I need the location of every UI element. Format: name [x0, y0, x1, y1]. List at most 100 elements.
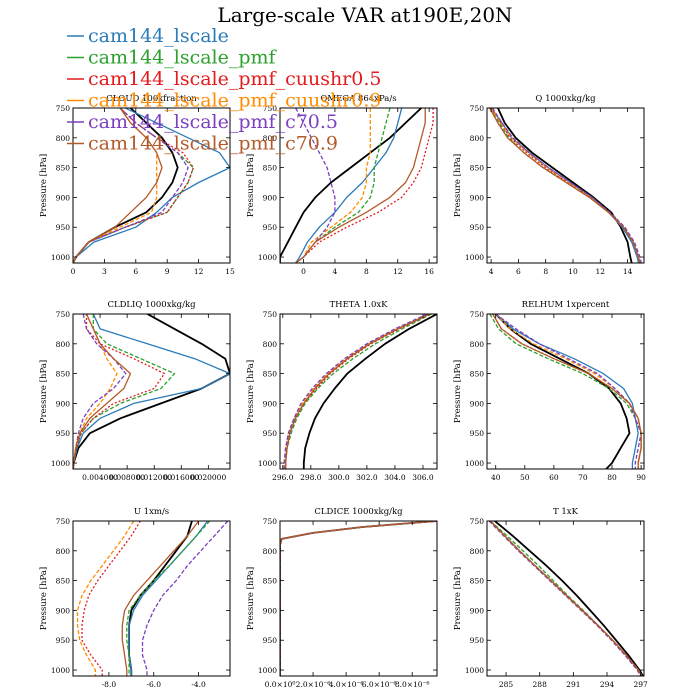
- y-tick-label: 1000: [51, 459, 70, 468]
- y-tick-label: 850: [56, 164, 71, 173]
- y-axis-label: Pressure [hPa]: [246, 154, 256, 217]
- y-tick-label: 1000: [51, 666, 70, 675]
- y-tick-label: 1000: [258, 666, 277, 675]
- y-tick-label: 900: [470, 193, 485, 202]
- series-line-cam144-lscale-pmf: [126, 521, 211, 676]
- x-tick-label: 304.0: [384, 473, 406, 482]
- x-tick-label: 302.0: [356, 473, 378, 482]
- y-tick-label: 950: [263, 636, 278, 645]
- plot-frame: [279, 520, 438, 677]
- series-line-cam144-lscale-pmf-c70-9: [489, 521, 643, 676]
- x-tick-label: 8.0×10⁻⁶: [395, 680, 430, 689]
- y-tick-label: 750: [263, 517, 278, 526]
- series-line-cam144-lscale-pmf-cuushr0-5: [492, 314, 642, 469]
- series-line-cam144-lscale: [284, 314, 431, 469]
- x-tick-label: 90: [636, 473, 646, 482]
- series-line-cam144-lscale-pmf-c70-9: [280, 521, 437, 676]
- y-tick-label: 1000: [465, 253, 484, 262]
- plot-frame: [72, 313, 231, 470]
- y-tick-label: 900: [56, 399, 71, 408]
- panel-omega: OMEGA 864xPa/s Pressure [hPa] 750 800 850 900…: [246, 94, 438, 276]
- series-line-cam144-lscale-pmf-c70-5: [488, 521, 642, 676]
- y-tick-label: 750: [263, 310, 278, 319]
- y-tick-label: 950: [263, 429, 278, 438]
- series-line-cam144-lscale-pmf-cuushr0-9: [495, 314, 642, 469]
- y-tick-label: 1000: [465, 459, 484, 468]
- panel-u: U 1xm/s Pressure [hPa] 750 800 850 900 950 1000…: [39, 507, 231, 689]
- plot-frame: [486, 520, 645, 677]
- x-tick-label: 0: [301, 267, 306, 276]
- panel-title-relhum: RELHUM 1xpercent: [522, 300, 610, 310]
- series-line-cam144-lscale-pmf-c70-9: [295, 108, 426, 263]
- x-tick-label: 6: [133, 267, 138, 276]
- x-tick-label: -4.0: [191, 680, 206, 689]
- panel-title-u: U 1xm/s: [134, 507, 169, 517]
- y-tick-label: 900: [263, 399, 278, 408]
- x-tick-label: 12: [393, 267, 403, 276]
- series-line-cam144-lscale-pmf-c70-9: [73, 314, 132, 469]
- y-tick-label: 800: [263, 134, 278, 143]
- y-tick-label: 750: [470, 517, 485, 526]
- x-tick-label: 294: [600, 680, 615, 689]
- plot-frame: [72, 520, 231, 677]
- legend-label-cam144-lscale-pmf-cuushr0-5: cam144_lscale_pmf_cuushr0.5: [88, 68, 381, 90]
- series-line-cam144-lscale-pmf-cuushr0-5: [280, 521, 437, 676]
- panel-t: T 1xK Pressure [hPa] 750 800 850 900 950 1000 28…: [453, 507, 648, 689]
- series-line-control: [495, 314, 631, 469]
- y-tick-label: 900: [56, 193, 71, 202]
- y-axis-label: Pressure [hPa]: [246, 360, 256, 423]
- x-tick-label: 291: [566, 680, 580, 689]
- y-tick-label: 800: [470, 134, 485, 143]
- series-line-cam144-lscale-pmf-c70-5: [283, 314, 428, 469]
- panel-relhum: RELHUM 1xpercent Pressure [hPa] 750 800 850 9…: [453, 300, 646, 482]
- x-tick-label: 0.008000: [109, 473, 145, 482]
- legend-label-cam144-lscale-pmf: cam144_lscale_pmf: [88, 47, 278, 69]
- x-tick-label: 0.004000: [82, 473, 118, 482]
- x-tick-label: 8: [543, 267, 548, 276]
- y-tick-label: 800: [56, 134, 71, 143]
- series-line-cam144-lscale: [490, 108, 640, 263]
- x-tick-label: 285: [499, 680, 514, 689]
- x-tick-label: 3: [102, 267, 107, 276]
- x-tick-label: 288: [533, 680, 548, 689]
- y-tick-label: 850: [263, 577, 278, 586]
- y-tick-label: 800: [263, 547, 278, 556]
- y-tick-label: 800: [470, 547, 485, 556]
- x-tick-label: 12: [596, 267, 606, 276]
- y-tick-label: 900: [263, 606, 278, 615]
- y-axis-label: Pressure [hPa]: [39, 154, 49, 217]
- series-line-cam144-lscale-pmf-c70-5: [491, 108, 642, 263]
- series-line-control: [497, 108, 633, 263]
- x-tick-label: 60: [549, 473, 559, 482]
- series-line-cam144-lscale-pmf-c70-9: [284, 314, 431, 469]
- series-line-cam144-lscale-pmf-cuushr0-5: [81, 521, 141, 676]
- series-line-cam144-lscale-pmf-cuushr0-5: [490, 108, 641, 263]
- plot-frame: [72, 107, 231, 264]
- series-line-cam144-lscale-pmf-c70-5: [495, 314, 642, 469]
- series-line-cam144-lscale-pmf: [295, 108, 391, 263]
- y-tick-label: 850: [56, 577, 71, 586]
- panel-title-theta: THETA 1.0xK: [330, 300, 389, 310]
- series-line-cam144-lscale-pmf-cuushr0-9: [295, 108, 371, 263]
- x-tick-label: 0.020000: [190, 473, 226, 482]
- x-tick-label: 0: [71, 267, 76, 276]
- x-tick-label: 40: [491, 473, 501, 482]
- x-tick-label: 16: [424, 267, 434, 276]
- y-axis-label: Pressure [hPa]: [39, 360, 49, 423]
- series-line-cam144-lscale-pmf-c70-9: [73, 108, 163, 263]
- series-line-cam144-lscale-pmf: [280, 521, 437, 676]
- x-tick-label: 297: [633, 680, 648, 689]
- y-tick-label: 900: [56, 606, 71, 615]
- series-line-cam144-lscale-pmf-c70-5: [280, 521, 437, 676]
- y-tick-label: 950: [56, 429, 71, 438]
- y-tick-label: 800: [56, 340, 71, 349]
- series-line-control: [280, 108, 422, 263]
- panel-theta: THETA 1.0xK Pressure [hPa] 750 800 850 900 950…: [246, 300, 438, 482]
- x-tick-label: -6.0: [147, 680, 162, 689]
- panel-title-t: T 1xK: [553, 507, 579, 517]
- x-tick-label: 0.016000: [163, 473, 199, 482]
- y-tick-label: 950: [470, 429, 485, 438]
- x-tick-label: 6.0×10⁻⁶: [362, 680, 397, 689]
